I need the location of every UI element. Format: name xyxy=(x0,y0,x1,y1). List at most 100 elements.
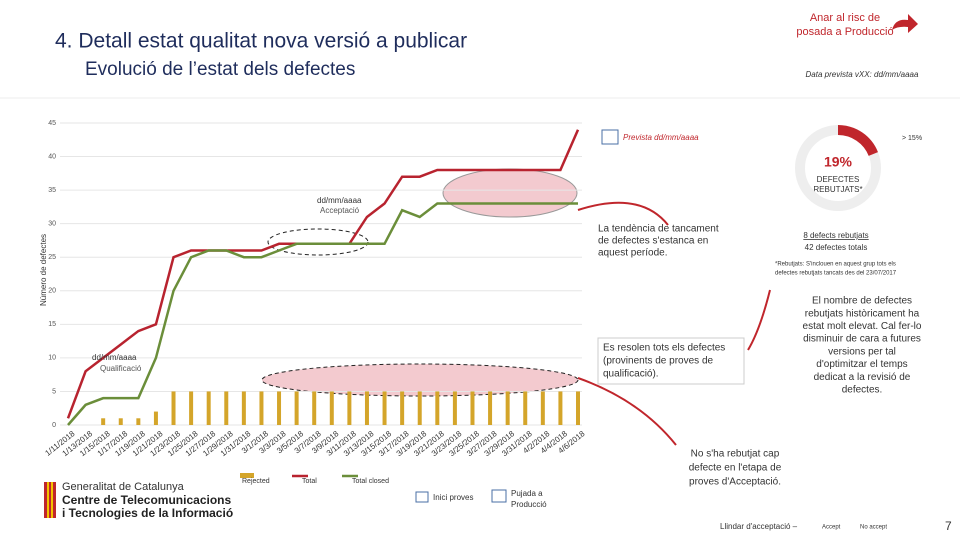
comment-line: rebutjats històricament ha xyxy=(805,308,920,319)
bar xyxy=(576,391,580,425)
legend-label: Rejected xyxy=(242,478,270,485)
callout: aquest període. xyxy=(598,248,668,259)
title: 4. Detall estat qualitat nova versió a p… xyxy=(55,30,467,53)
acceptance-note: proves d'Acceptació. xyxy=(689,477,781,488)
threshold: > 15% xyxy=(902,135,922,142)
subtitle: Evolució de l’estat dels defectes xyxy=(85,59,355,80)
acceptance-note: No s'ha rebutjat cap xyxy=(691,449,780,460)
risk-link[interactable]: Anar al risc de xyxy=(810,12,880,24)
annotation: dd/mm/aaaa xyxy=(92,353,137,362)
total-count: 42 defectes totals xyxy=(805,243,868,252)
bar xyxy=(505,391,510,425)
logo-text: Generalitat de Catalunya xyxy=(62,481,185,493)
donut-label: DEFECTES xyxy=(817,175,860,184)
line-series xyxy=(67,202,578,426)
y-axis-label: Número de defectes xyxy=(39,234,48,306)
bar xyxy=(329,391,334,425)
y-tick-label: 40 xyxy=(48,153,56,160)
bar xyxy=(400,391,405,425)
comment-line: versions per tal xyxy=(828,346,896,357)
bar xyxy=(435,391,440,425)
logo-text: i Tecnologies de la Informació xyxy=(62,506,233,520)
bar xyxy=(277,391,282,425)
annotation: Qualificació xyxy=(100,364,142,373)
bar xyxy=(224,391,229,425)
callout: (provinents de proves de xyxy=(603,356,714,367)
bar xyxy=(470,391,475,425)
bar xyxy=(347,391,352,425)
rejected-count: 8 defects rebutjats xyxy=(803,231,868,240)
legend-swatch xyxy=(240,473,254,478)
legend-release: Producció xyxy=(511,500,547,509)
start-icon xyxy=(415,491,429,503)
comment-line: dedicat a la revisió de xyxy=(814,372,911,383)
bar xyxy=(417,391,422,425)
arrow xyxy=(577,377,677,446)
legend-label: Total xyxy=(302,478,317,485)
y-tick-label: 45 xyxy=(48,120,56,127)
planned-date: Data prevista vXX: dd/mm/aaaa xyxy=(806,70,919,79)
highlight xyxy=(267,228,369,256)
y-tick-label: 35 xyxy=(48,187,56,194)
donut-value: 19% xyxy=(824,154,853,170)
bar xyxy=(153,411,158,425)
y-tick-label: 25 xyxy=(48,254,56,261)
y-tick-label: 15 xyxy=(48,321,56,328)
threshold-accept: Accept xyxy=(822,525,841,531)
donut-arc xyxy=(837,125,878,157)
highlight xyxy=(442,168,578,218)
comment-line: d'optimitzar el temps xyxy=(816,359,907,370)
threshold-legend: Llindar d'acceptació – xyxy=(720,522,798,531)
icon xyxy=(601,129,619,145)
release-icon xyxy=(491,489,507,503)
y-tick-label: 10 xyxy=(48,355,56,362)
y-tick-label: 20 xyxy=(48,288,56,295)
donut-label: REBUTJATS* xyxy=(813,185,862,194)
callout: qualificació). xyxy=(603,369,659,380)
bar xyxy=(364,391,369,425)
callout: La tendència de tancament xyxy=(598,224,719,235)
annotation: dd/mm/aaaa xyxy=(317,196,362,205)
comment-line: defectes. xyxy=(842,385,883,396)
bar xyxy=(171,391,176,425)
bar xyxy=(136,418,141,425)
y-tick-label: 0 xyxy=(52,422,56,429)
page-number: 7 xyxy=(945,519,952,533)
comment-line: El nombre de defectes xyxy=(812,296,912,307)
bar xyxy=(189,391,194,425)
bar xyxy=(523,391,528,425)
comment-line: disminuir de cara a futures xyxy=(803,334,921,345)
y-tick-label: 5 xyxy=(52,388,56,395)
legend-label: Total closed xyxy=(352,478,389,485)
callout-box xyxy=(597,337,745,385)
bar xyxy=(558,391,563,425)
risk-link[interactable]: posada a Producció xyxy=(796,26,893,38)
callout: Es resolen tots els defectes xyxy=(603,343,725,354)
bar xyxy=(206,391,211,425)
arrow-icon[interactable] xyxy=(892,14,918,33)
bar xyxy=(241,391,246,425)
annotation: Prevista dd/mm/aaaa xyxy=(623,133,699,142)
acceptance-note: defecte en l'etapa de xyxy=(689,463,782,474)
threshold-no-accept: No accept xyxy=(860,525,887,531)
callout: de defectes s'estanca en xyxy=(598,236,708,247)
bar xyxy=(452,391,457,425)
bar xyxy=(540,391,545,425)
bar xyxy=(488,391,493,425)
footnote: *Rebutjats: S'inclouen en aquest grup to… xyxy=(775,262,896,268)
bar xyxy=(118,418,123,425)
legend-release: Pujada a xyxy=(511,489,543,498)
bar xyxy=(294,391,299,425)
bar xyxy=(259,391,264,425)
arrow xyxy=(747,289,771,351)
y-tick-label: 30 xyxy=(48,221,56,228)
logo-mark xyxy=(44,482,56,518)
bar xyxy=(382,391,387,425)
bar xyxy=(312,391,317,425)
highlight xyxy=(261,363,579,397)
bar xyxy=(101,418,106,425)
footnote: defectes rebutjats tancats des del 23/07… xyxy=(775,271,897,277)
annotation: Acceptació xyxy=(320,206,360,215)
